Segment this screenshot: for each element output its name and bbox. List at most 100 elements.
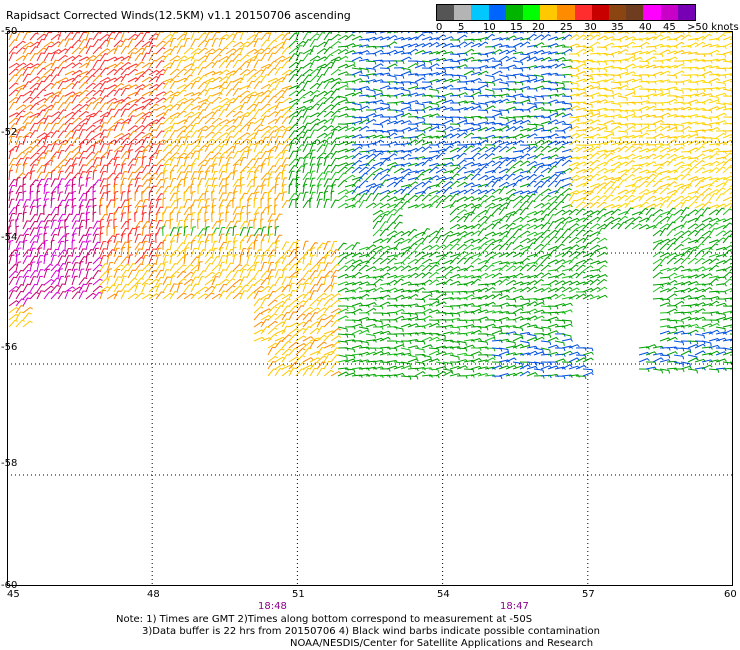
wind-barb [260, 52, 269, 62]
wind-barb [169, 138, 180, 146]
wind-barb [155, 105, 167, 111]
wind-barb [673, 186, 684, 195]
wind-barb [190, 269, 199, 279]
wind-barb [596, 208, 607, 216]
wind-barb [197, 32, 207, 41]
wind-barb [435, 67, 447, 73]
wind-barb [449, 53, 461, 58]
wind-barb [106, 219, 113, 230]
wind-barb [127, 84, 139, 90]
wind-barb [463, 145, 474, 153]
wind-barb [57, 191, 64, 202]
wind-barb [218, 156, 225, 167]
legend-label: 0 [436, 22, 443, 33]
wind-barb [29, 76, 41, 83]
wind-barb [589, 152, 600, 160]
wind-barb [162, 177, 169, 188]
wind-barb [267, 254, 274, 265]
wind-barb [239, 284, 249, 293]
wind-barb [134, 74, 145, 83]
wind-barb [610, 147, 622, 153]
wind-barb [694, 294, 706, 300]
wind-barb [568, 223, 580, 230]
wind-barb [484, 116, 496, 121]
wind-barb [253, 48, 265, 55]
wind-barb [687, 81, 699, 86]
wind-barb [596, 251, 608, 258]
wind-barb [519, 115, 531, 119]
wind-barb [134, 171, 143, 181]
wind-barb [456, 92, 468, 97]
wind-barb [547, 249, 557, 258]
wind-barb [22, 199, 30, 209]
wind-barb [680, 195, 692, 202]
wind-barb [183, 56, 195, 62]
wind-barb [15, 115, 24, 125]
wind-barb [477, 163, 489, 167]
wind-barb [568, 139, 580, 146]
wind-barb [365, 192, 375, 202]
wind-barb [267, 320, 278, 328]
wind-barb [134, 206, 142, 216]
wind-barb [302, 163, 308, 174]
wind-barb [708, 368, 720, 373]
wind-barb [491, 207, 502, 216]
wind-barb [232, 285, 243, 293]
wind-barb [246, 40, 257, 48]
wind-barb [519, 322, 531, 328]
wind-barb [617, 179, 627, 188]
wind-barb [407, 43, 419, 48]
wind-barb [372, 245, 384, 251]
wind-barb [29, 270, 39, 279]
wind-barb [449, 266, 461, 272]
wind-barb [652, 108, 664, 112]
wind-barb [50, 178, 58, 188]
wind-barb [484, 180, 495, 188]
wind-barb [470, 188, 482, 195]
wind-barb [274, 305, 284, 314]
wind-barb [225, 291, 235, 300]
wind-barb [582, 347, 594, 352]
wind-barb [29, 46, 39, 55]
wind-barb [477, 303, 489, 307]
wind-barb [512, 208, 523, 216]
wind-barb [484, 337, 496, 342]
wind-barb [372, 183, 384, 188]
legend-label: 45 [663, 22, 676, 33]
wind-barb [435, 266, 447, 272]
wind-barb [295, 40, 306, 48]
wind-barb [316, 325, 325, 335]
wind-barb [15, 84, 27, 90]
wind-barb [267, 225, 273, 237]
wind-barb [204, 157, 213, 167]
wind-barb [659, 88, 671, 93]
wind-barb [295, 149, 302, 160]
wind-barb [162, 261, 169, 272]
wind-barb [43, 52, 52, 62]
wind-barb [64, 46, 74, 55]
wind-barb [575, 357, 587, 363]
wind-barb [617, 35, 629, 41]
wind-barb [197, 178, 205, 188]
wind-barb [393, 201, 404, 209]
wind-barb [71, 31, 80, 41]
wind-barb [64, 101, 73, 111]
wind-barb [680, 207, 690, 216]
wind-barb [442, 51, 454, 55]
wind-barb [562, 46, 573, 50]
wind-barb [687, 159, 698, 167]
wind-barb [190, 183, 194, 194]
wind-barb [582, 109, 594, 115]
wind-barb [337, 273, 349, 279]
wind-barb [386, 116, 398, 121]
x-tick-label: 57 [582, 589, 595, 600]
wind-barb [505, 286, 517, 293]
wind-barb [64, 62, 76, 69]
wind-barb [386, 31, 398, 34]
wind-barb [631, 176, 643, 181]
wind-barb [309, 247, 316, 258]
wind-barb [92, 68, 103, 76]
wind-barb [288, 123, 299, 132]
wind-barb [561, 102, 573, 108]
wind-barb [610, 186, 620, 195]
